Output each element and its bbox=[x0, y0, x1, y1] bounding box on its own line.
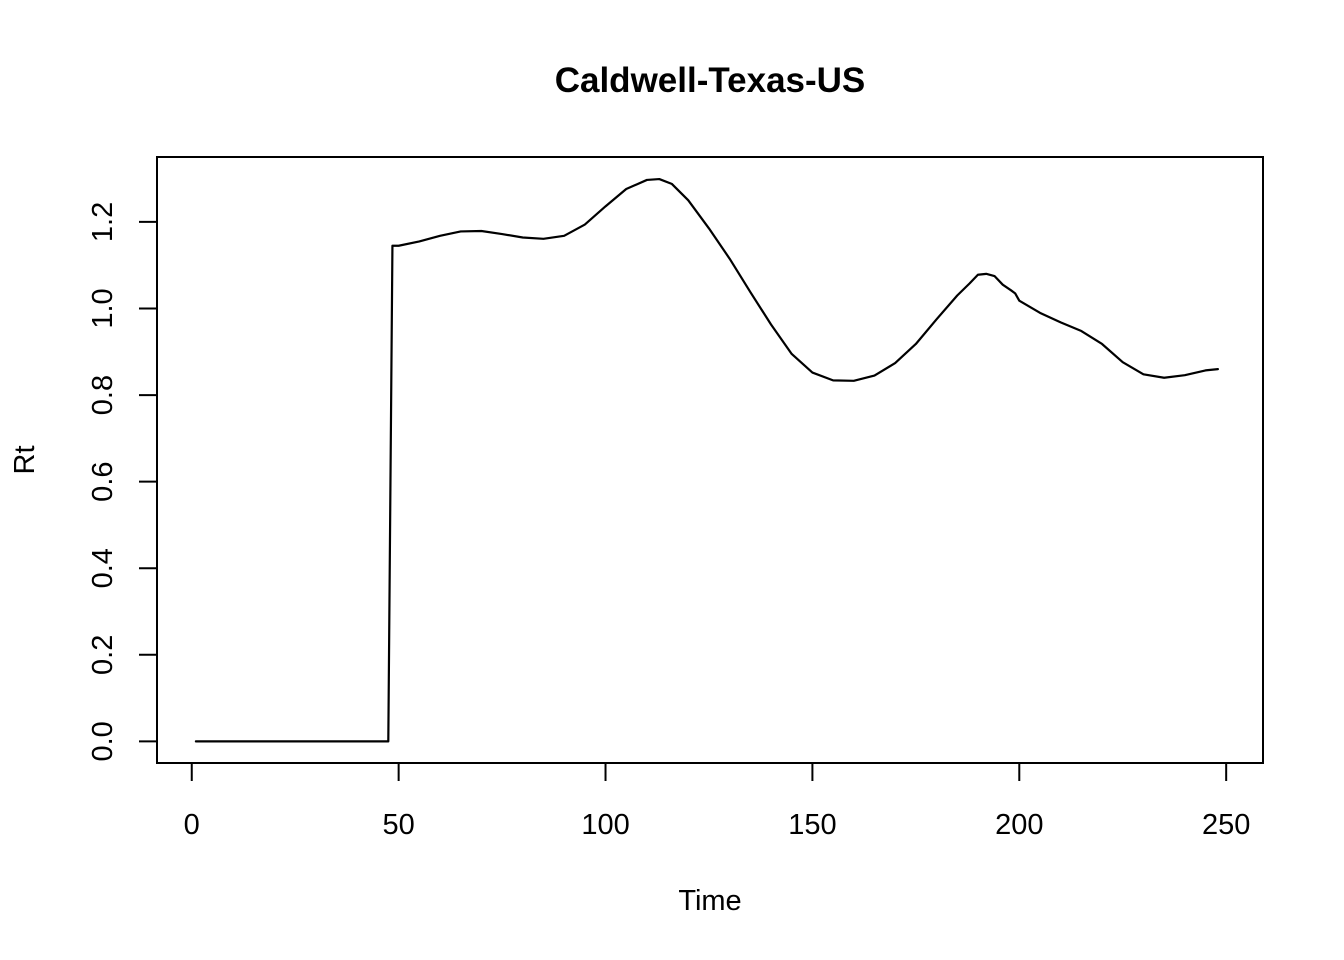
y-tick-label: 0.4 bbox=[87, 548, 119, 588]
y-tick-label: 0.2 bbox=[87, 635, 119, 675]
x-tick-label: 0 bbox=[184, 809, 200, 841]
x-tick-label: 50 bbox=[383, 809, 415, 841]
y-axis: 0.0 0.2 0.4 0.6 0.8 1.0 1.2 bbox=[87, 202, 158, 762]
x-axis-label: Time bbox=[678, 885, 741, 917]
x-axis: 0 50 100 150 200 250 bbox=[184, 762, 1250, 841]
x-tick-label: 200 bbox=[995, 809, 1043, 841]
chart-title: Caldwell-Texas-US bbox=[555, 61, 866, 100]
x-tick-label: 150 bbox=[788, 809, 836, 841]
y-tick-label: 0.6 bbox=[87, 461, 119, 501]
x-tick-label: 250 bbox=[1202, 809, 1250, 841]
y-tick-label: 1.0 bbox=[87, 288, 119, 328]
y-tick-label: 0.8 bbox=[87, 375, 119, 415]
rt-series-line bbox=[194, 177, 1220, 743]
x-tick-label: 100 bbox=[581, 809, 629, 841]
y-tick-label: 1.2 bbox=[87, 202, 119, 242]
y-axis-label: Rt bbox=[9, 446, 41, 475]
y-tick-label: 0.0 bbox=[87, 721, 119, 761]
